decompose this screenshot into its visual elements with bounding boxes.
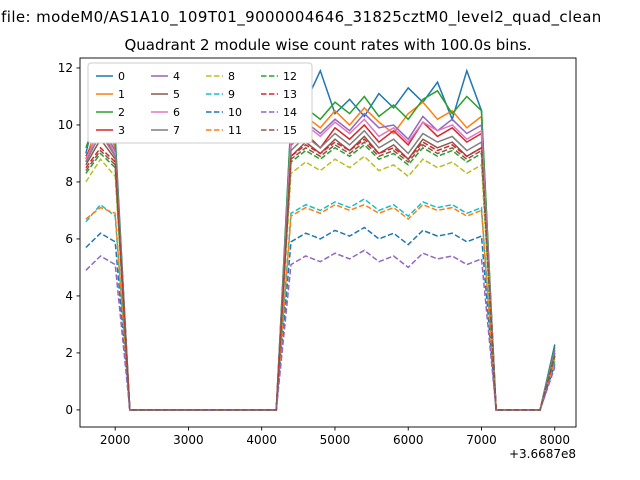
y-tick-label: 4 xyxy=(65,289,73,303)
figure-suptitle: n file: modeM0/AS1A10_109T01_9000004646_… xyxy=(0,8,602,26)
series-line-15 xyxy=(85,141,556,411)
legend-item-7: 7 xyxy=(151,124,180,137)
legend-item-10: 10 xyxy=(206,106,242,119)
legend-label: 9 xyxy=(228,88,235,101)
x-tick-label: 8000 xyxy=(539,433,570,447)
x-tick-label: 3000 xyxy=(173,433,204,447)
legend-item-4: 4 xyxy=(151,70,180,83)
series-line-9 xyxy=(85,198,556,411)
legend-item-8: 8 xyxy=(206,70,235,83)
legend-item-1: 1 xyxy=(96,88,125,101)
legend-item-3: 3 xyxy=(96,124,125,137)
y-tick-label: 6 xyxy=(65,232,73,246)
series-line-11 xyxy=(85,203,556,411)
axis-ticks xyxy=(76,67,556,431)
legend-label: 4 xyxy=(173,70,180,83)
series-line-12 xyxy=(85,143,556,411)
legend-label: 10 xyxy=(228,106,242,119)
legend-item-11: 11 xyxy=(206,124,242,137)
legend-item-5: 5 xyxy=(151,88,180,101)
legend-item-2: 2 xyxy=(96,106,125,119)
legend-label: 6 xyxy=(173,106,180,119)
legend-item-15: 15 xyxy=(261,124,297,137)
legend-item-13: 13 xyxy=(261,88,297,101)
axes-title: Quadrant 2 module wise count rates with … xyxy=(124,36,532,54)
series-lines xyxy=(85,68,556,411)
legend-label: 5 xyxy=(173,88,180,101)
legend-item-12: 12 xyxy=(261,70,297,83)
legend-item-14: 14 xyxy=(261,106,297,119)
legend-box xyxy=(87,62,313,144)
x-tick-label: 5000 xyxy=(320,433,351,447)
y-tick-label: 0 xyxy=(65,403,73,417)
legend-label: 1 xyxy=(118,88,125,101)
legend-label: 12 xyxy=(283,70,297,83)
legend-label: 15 xyxy=(283,124,297,137)
legend-label: 2 xyxy=(118,106,125,119)
x-tick-label: 6000 xyxy=(393,433,424,447)
legend-label: 13 xyxy=(283,88,297,101)
y-tick-label: 12 xyxy=(58,61,73,75)
legend-label: 14 xyxy=(283,106,297,119)
x-tick-label: 7000 xyxy=(466,433,497,447)
legend-label: 11 xyxy=(228,124,242,137)
legend-label: 3 xyxy=(118,124,125,137)
legend-label: 8 xyxy=(228,70,235,83)
y-tick-label: 10 xyxy=(58,118,73,132)
y-tick-label: 8 xyxy=(65,175,73,189)
x-axis-offset-label: +3.6687e8 xyxy=(509,447,576,461)
legend-item-9: 9 xyxy=(206,88,235,101)
x-tick-label: 4000 xyxy=(246,433,277,447)
legend-label: 0 xyxy=(118,70,125,83)
legend-label: 7 xyxy=(173,124,180,137)
legend-item-6: 6 xyxy=(151,106,180,119)
legend-item-0: 0 xyxy=(96,70,125,83)
y-tick-label: 2 xyxy=(65,346,73,360)
x-tick-label: 2000 xyxy=(100,433,131,447)
axes-spines xyxy=(79,57,577,428)
